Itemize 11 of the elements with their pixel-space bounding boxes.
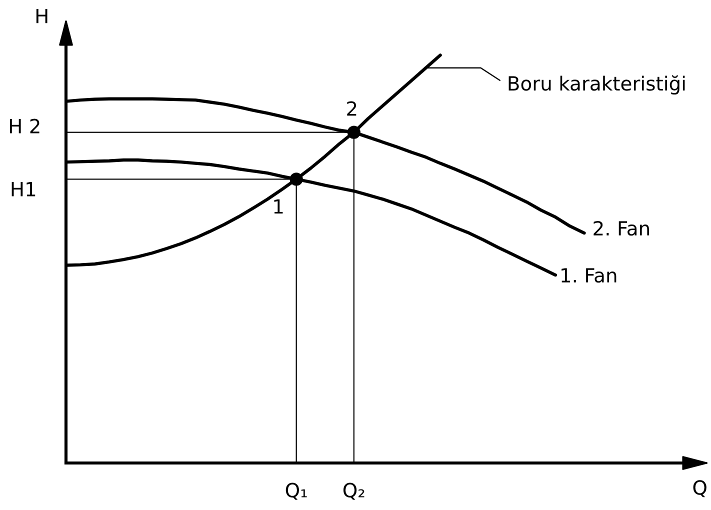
x-tick-label: Q₂ [343,482,364,500]
annotation: 2 [347,101,356,116]
text: H 2 [10,118,40,134]
x-axis-title: Q [693,480,706,498]
y-axis-title: H [36,8,48,24]
series-label: 2. Fan [594,220,649,236]
x-tick-label: Q₁ [286,482,307,500]
legend-label: Boru karakteristiği [508,75,685,95]
annotation: 1 [274,199,283,214]
text: H1 [12,182,36,196]
series-label: 1. Fan [562,268,616,283]
